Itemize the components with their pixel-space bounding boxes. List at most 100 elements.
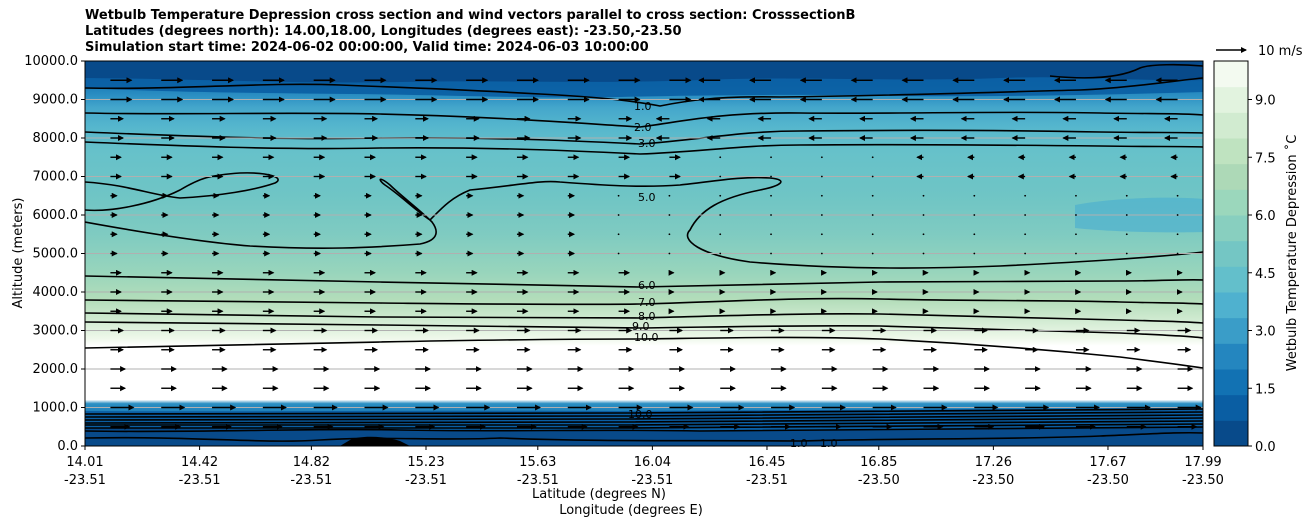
contour-label-1-low-b: 1.0 [820,437,838,450]
wind-vector [770,233,772,236]
wind-vector [1024,233,1027,236]
x-tick-label-lat: 16.04 [634,455,671,470]
wind-vector [1176,194,1179,197]
wind-vector [922,214,925,216]
y-tick-label: 3000.0 [33,324,79,339]
wind-key-label: 10 m/s [1258,44,1303,59]
colorbar-frame [1213,60,1249,447]
colorbar-tick-label: 3.0 [1255,325,1276,340]
contour-label-6: 6.0 [638,279,656,292]
x-tick-label-lon: -23.51 [64,473,106,488]
colorbar-segment [1214,138,1248,165]
contour-label-7: 7.0 [638,296,656,309]
x-tick-label-lon: -23.51 [631,473,673,488]
wind-vector [922,252,925,255]
contour-label-9: 9.0 [632,320,650,333]
wind-vector [719,194,722,197]
colorbar-segment [1214,266,1248,293]
wind-vector [1125,214,1128,216]
wind-vector [1125,194,1128,197]
y-tick-label: 1000.0 [33,401,79,416]
colorbar-segment [1214,112,1248,139]
x-tick-label-lat: 15.23 [407,455,444,470]
wind-vector [973,194,976,197]
wind-vector [719,214,722,216]
x-tick-label-lat: 15.63 [519,455,556,470]
wind-vector [770,175,772,178]
x-tick-label-lon: -23.50 [1182,473,1224,488]
wind-vector [820,156,823,159]
colorbar-tick-label: 4.5 [1255,267,1276,282]
contour-label-2: 2.0 [634,121,652,134]
y-tick-label: 5000.0 [33,247,79,262]
x-tick-label-lat: 14.82 [293,455,330,470]
y-axis: 0.0 1000.0 2000.0 3000.0 4000.0 5000.0 6000.0 7… [24,54,85,454]
wind-vector [719,233,722,236]
contour-label-8: 8.0 [638,310,656,323]
wind-vector [922,233,925,236]
wind-vector [871,156,874,159]
y-tick-label: 6000.0 [33,208,79,223]
wind-vector [922,194,925,197]
contour-7 [85,297,1203,306]
wind-vector [820,233,823,236]
colorbar-tick-label: 9.0 [1255,94,1276,109]
wind-vector [1075,194,1077,197]
y-tick-label: 7000.0 [33,170,79,185]
x-tick-label-lat: 14.42 [181,455,218,470]
colorbar-segment [1214,240,1248,267]
contour-label-1-low: 1.0 [790,437,808,450]
wind-vector [1024,194,1027,197]
wind-vector [871,233,874,236]
x-tick-label-lon: -23.51 [405,473,447,488]
x-tick-label-lon: -23.50 [1087,473,1129,488]
wind-vector [871,175,874,178]
wind-vector [820,194,823,197]
x-tick-label-lon: -23.50 [858,473,900,488]
wind-vector [820,252,823,255]
colorbar-label: Wetbulb Temperature Depression ˚C [1284,135,1300,372]
wind-vector [1075,214,1077,216]
colorbar-tick-label: 1.5 [1255,382,1276,397]
colorbar-segment [1214,86,1248,113]
wind-vector [1176,214,1179,216]
colorbar-segment [1214,394,1248,421]
x-axis: 14.01 -23.51 14.42 -23.51 14.82 -23.51 15.23 -2… [64,446,1224,488]
x-tick-label-lat: 17.67 [1089,455,1126,470]
x-tick-label-lon: -23.50 [972,473,1014,488]
wind-vector [668,194,671,197]
wind-vector [1024,252,1027,255]
contour-10 [85,336,1203,369]
wind-vector [770,194,772,197]
wind-vector [871,214,874,216]
x-axis-label-longitude: Longitude (degrees E) [559,503,703,518]
contour-8 [85,312,1203,324]
colorbar-tick-label: 0.0 [1255,440,1276,455]
contour-9 [85,321,1203,339]
wind-vector [668,214,671,216]
wind-vector [770,156,772,159]
wind-vector [719,252,722,255]
contour-1-upper-b [1049,63,1203,79]
wind-vector [617,194,620,197]
x-axis-label-latitude: Latitude (degrees N) [532,487,666,502]
contour-2 [85,111,1203,128]
wind-vector [617,214,620,216]
wind-vector [1075,252,1077,255]
chart-title-line-2: Latitudes (degrees north): 14.00,18.00, … [85,24,682,39]
contour-label-10-low: 10.0 [628,408,653,421]
colorbar-segment [1214,420,1248,447]
contour-label-5: 5.0 [638,191,656,204]
chart-title-line-3: Simulation start time: 2024-06-02 00:00:… [85,40,649,55]
colorbar-segment [1214,292,1248,319]
contour-label-10: 10.0 [634,331,659,344]
contour-label-1: 1.0 [634,100,652,113]
x-tick-label-lat: 17.99 [1184,455,1221,470]
x-tick-label-lon: -23.51 [746,473,788,488]
colorbar: 0.0 1.5 3.0 4.5 6.0 7.5 9.0 [1213,60,1276,455]
contour-5-mid [85,176,1203,269]
wind-vector [668,233,671,236]
contour-3-low [85,141,1203,155]
colorbar-segment [1214,163,1248,190]
